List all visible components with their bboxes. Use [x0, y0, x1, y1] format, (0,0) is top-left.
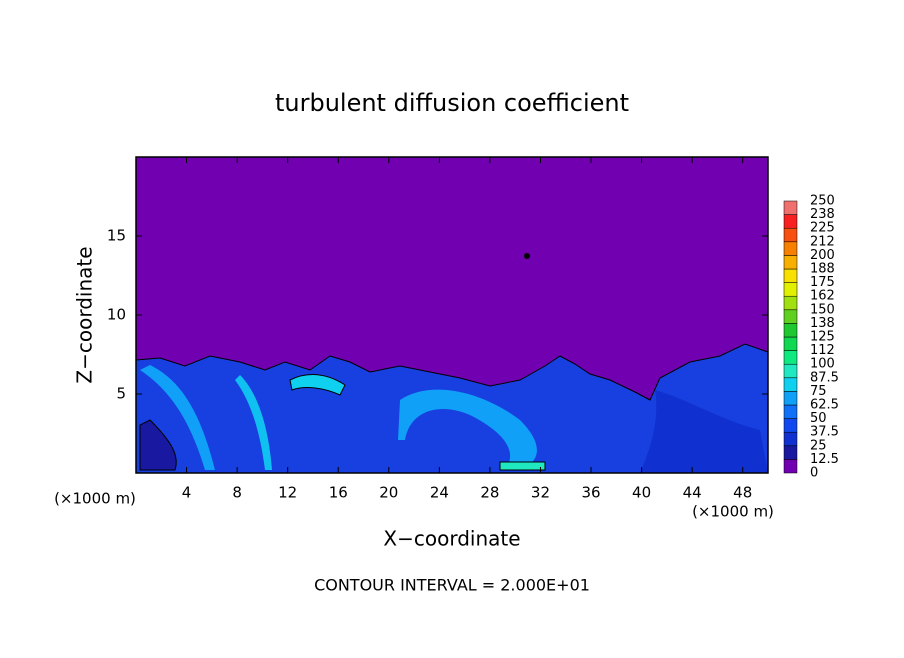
- colorbar-label: 12.5: [810, 452, 839, 467]
- colorbar-label: 162: [810, 289, 835, 304]
- field-peak: [499, 461, 546, 471]
- colorbar-box: [783, 241, 798, 256]
- colorbar-label: 0: [810, 466, 818, 481]
- x-tick-label: 44: [683, 484, 702, 502]
- colorbar-label: 112: [810, 343, 835, 358]
- colorbar-label: 75: [810, 384, 827, 399]
- colorbar-label: 150: [810, 302, 835, 317]
- x-tick-label: 36: [581, 484, 600, 502]
- colorbar-box: [783, 268, 798, 283]
- colorbar-label: 50: [810, 411, 827, 426]
- colorbar-label: 225: [810, 221, 835, 236]
- colorbar-box: [783, 418, 798, 433]
- colorbar-label: 100: [810, 357, 835, 372]
- x-tick-label: 32: [531, 484, 550, 502]
- x-axis-label: X−coordinate: [383, 527, 520, 551]
- colorbar-label: 138: [810, 316, 835, 331]
- footer-note: CONTOUR INTERVAL = 2.000E+01: [314, 576, 590, 595]
- x-tick-label: 12: [278, 484, 297, 502]
- colorbar-label: 175: [810, 275, 835, 290]
- colorbar-box: [783, 323, 798, 338]
- colorbar-box: [783, 404, 798, 419]
- colorbar-label: 238: [810, 207, 835, 222]
- colorbar-label: 212: [810, 234, 835, 249]
- colorbar-box: [783, 255, 798, 270]
- field-streak: [398, 389, 537, 470]
- x-tick-label: 16: [329, 484, 348, 502]
- colorbar-label: 188: [810, 262, 835, 277]
- x-unit-label: (×1000 m): [692, 503, 774, 521]
- colorbar-box: [783, 295, 798, 311]
- y-axis-label: Z−coordinate: [73, 246, 97, 383]
- x-tick-label: 20: [379, 484, 398, 502]
- colorbar-box: [783, 200, 798, 215]
- chart-title: turbulent diffusion coefficient: [275, 89, 629, 117]
- colorbar-box: [783, 391, 798, 406]
- colorbar-box: [783, 350, 798, 365]
- y-tick-label: 10: [107, 306, 126, 324]
- x-tick-label: 40: [632, 484, 651, 502]
- x-tick-label: 48: [733, 484, 752, 502]
- field-streak: [289, 374, 346, 396]
- colorbar-box: [783, 282, 798, 297]
- colorbar-box: [783, 377, 798, 392]
- x-tick-label: 24: [430, 484, 449, 502]
- colorbar-box: [783, 336, 798, 351]
- field-region: [139, 419, 177, 471]
- field-streak: [235, 375, 272, 470]
- contour-field: [136, 157, 768, 473]
- colorbar-label: 25: [810, 438, 827, 453]
- colorbar-label: 125: [810, 330, 835, 345]
- colorbar-label: 87.5: [810, 370, 839, 385]
- colorbar-box: [783, 309, 798, 324]
- field-spot: [524, 253, 530, 259]
- colorbar-box: [783, 363, 798, 379]
- colorbar-label: 200: [810, 248, 835, 263]
- colorbar-box: [783, 445, 798, 460]
- x-unit-label: (×1000 m): [54, 490, 136, 508]
- x-tick-label: 8: [232, 484, 242, 502]
- colorbar-label: 62.5: [810, 398, 839, 413]
- colorbar-label: 37.5: [810, 425, 839, 440]
- colorbar-label: 250: [810, 194, 835, 209]
- x-tick-label: 28: [480, 484, 499, 502]
- field-region: [640, 390, 768, 473]
- y-tick-label: 5: [116, 385, 126, 403]
- y-tick-label: 15: [107, 227, 126, 245]
- x-tick-label: 4: [182, 484, 192, 502]
- field-streak: [140, 365, 215, 470]
- colorbar-box: [783, 227, 798, 243]
- colorbar-box: [783, 431, 798, 447]
- colorbar-box: [783, 459, 798, 474]
- colorbar-box: [783, 214, 798, 229]
